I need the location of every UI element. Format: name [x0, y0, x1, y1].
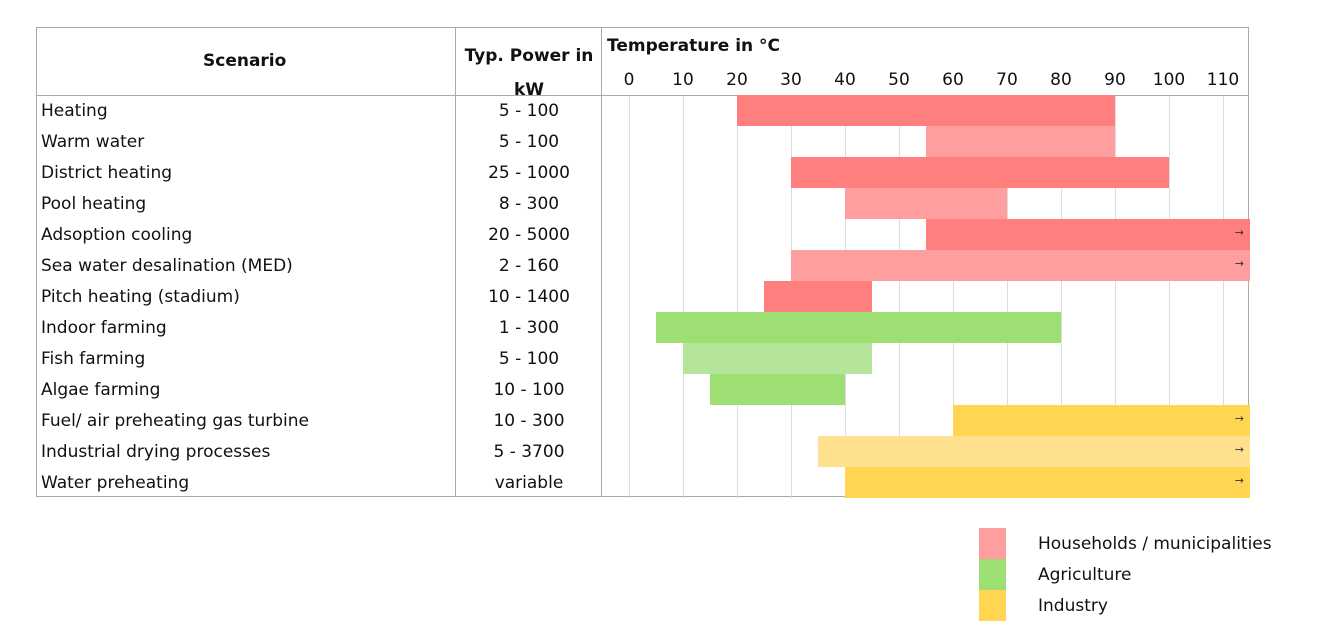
table-row: Heating 5 - 100: [37, 96, 602, 127]
scenario-name: District heating: [41, 163, 173, 183]
power-range: 2 - 160: [498, 256, 560, 276]
x-tick-label: 50: [888, 70, 910, 90]
x-tick-label: 100: [1152, 70, 1186, 90]
x-tick-label: 80: [1050, 70, 1072, 90]
legend-swatch: [979, 528, 1006, 559]
x-tick-label: 20: [726, 70, 748, 90]
x-tick-label: 30: [780, 70, 802, 90]
temperature-bar: →: [926, 219, 1250, 250]
gridline: [953, 96, 954, 498]
power-range: 10 - 100: [493, 380, 565, 400]
temperature-bar: →: [953, 405, 1250, 436]
table-row: Industrial drying processes 5 - 3700: [37, 437, 602, 468]
arrow-right-icon: →: [1234, 226, 1244, 239]
temperature-bar: [791, 157, 1169, 188]
x-tick-label: 40: [834, 70, 856, 90]
legend-label: Agriculture: [1038, 565, 1132, 585]
table-row: Indoor farming 1 - 300: [37, 313, 602, 344]
table-row: Pool heating 8 - 300: [37, 189, 602, 220]
temperature-bar: [737, 95, 1115, 126]
power-range: 5 - 100: [498, 349, 560, 369]
legend-label: Industry: [1038, 596, 1108, 616]
power-range: 1 - 300: [498, 318, 560, 338]
table-row: Fish farming 5 - 100: [37, 344, 602, 375]
gridline: [1223, 96, 1224, 498]
gridline: [629, 96, 630, 498]
table-row: Warm water 5 - 100: [37, 127, 602, 158]
gridline: [1115, 96, 1116, 498]
temperature-bar: [683, 343, 872, 374]
scenario-name: Heating: [41, 101, 108, 121]
power-range: 5 - 100: [498, 132, 560, 152]
gridline: [899, 96, 900, 498]
scenario-table: Scenario Typ. Power in kW Temperature in…: [36, 27, 1250, 499]
gridline: [683, 96, 684, 498]
scenario-name: Sea water desalination (MED): [41, 256, 293, 276]
temperature-bar: [845, 188, 1007, 219]
x-tick-label: 0: [623, 70, 635, 90]
gridline: [1061, 96, 1062, 498]
legend-label: Households / municipalities: [1038, 534, 1272, 554]
scenario-name: Algae farming: [41, 380, 161, 400]
table-row: Water preheating variable: [37, 468, 602, 499]
table-row: Pitch heating (stadium) 10 - 1400: [37, 282, 602, 313]
x-tick-label: 70: [996, 70, 1018, 90]
arrow-right-icon: →: [1234, 474, 1244, 487]
legend-swatch: [979, 590, 1006, 621]
scenario-name: Indoor farming: [41, 318, 167, 338]
gridline: [1169, 96, 1170, 498]
scenario-name: Fuel/ air preheating gas turbine: [41, 411, 309, 431]
temperature-bar: →: [791, 250, 1250, 281]
table-row: Algae farming 10 - 100: [37, 375, 602, 406]
gridline: [1007, 96, 1008, 498]
x-tick-label: 110: [1206, 70, 1240, 90]
scenario-name: Warm water: [41, 132, 145, 152]
arrow-right-icon: →: [1234, 443, 1244, 456]
scenario-name: Fish farming: [41, 349, 146, 369]
temperature-bar: →: [818, 436, 1250, 467]
scenario-name: Water preheating: [41, 473, 190, 493]
temperature-bar: →: [845, 467, 1250, 498]
power-range: variable: [494, 473, 564, 493]
table-row: Adsoption cooling 20 - 5000: [37, 220, 602, 251]
divider: [601, 28, 602, 496]
temperature-bar: [926, 126, 1115, 157]
power-range: 5 - 100: [498, 101, 560, 121]
gridline: [737, 96, 738, 498]
power-range: 10 - 1400: [488, 287, 570, 307]
temperature-bar: [656, 312, 1061, 343]
header-scenario: Scenario: [203, 51, 287, 71]
temperature-bar: [764, 281, 872, 312]
x-tick-label: 90: [1104, 70, 1126, 90]
power-range: 8 - 300: [498, 194, 560, 214]
arrow-right-icon: →: [1234, 412, 1244, 425]
header-power-line1: Typ. Power in: [464, 46, 594, 66]
x-tick-label: 60: [942, 70, 964, 90]
divider: [37, 95, 1248, 96]
power-range: 5 - 3700: [493, 442, 565, 462]
temperature-bar: [710, 374, 845, 405]
table-row: Fuel/ air preheating gas turbine 10 - 300: [37, 406, 602, 437]
power-range: 20 - 5000: [488, 225, 570, 245]
divider: [455, 28, 456, 496]
scenario-name: Adsoption cooling: [41, 225, 193, 245]
scenario-name: Industrial drying processes: [41, 442, 271, 462]
temperature-chart: 0 10 20 30 40 50 60 70 80 90 100 110 → → → → →: [602, 28, 1250, 498]
power-range: 10 - 300: [493, 411, 565, 431]
power-range: 25 - 1000: [488, 163, 570, 183]
arrow-right-icon: →: [1234, 257, 1244, 270]
x-tick-label: 10: [672, 70, 694, 90]
scenario-name: Pitch heating (stadium): [41, 287, 240, 307]
table-row: Sea water desalination (MED) 2 - 160: [37, 251, 602, 282]
scenario-name: Pool heating: [41, 194, 147, 214]
chart-title: Temperature in °C: [607, 36, 781, 56]
table-row: District heating 25 - 1000: [37, 158, 602, 189]
legend-swatch: [979, 559, 1006, 590]
